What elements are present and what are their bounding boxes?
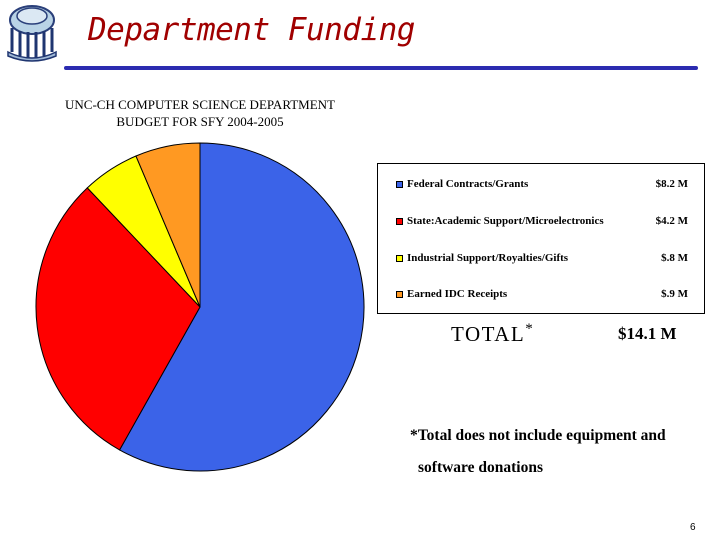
footnote-line-1: *Total does not include equipment and	[410, 427, 666, 444]
pie-slice-idc	[135, 142, 201, 308]
legend-swatch-state	[396, 218, 403, 225]
footnote: *Total does not include equipment and so…	[410, 420, 666, 484]
legend-value-idc: $.9 M	[661, 288, 688, 300]
legend-label-industrial: Industrial Support/Royalties/Gifts	[407, 252, 569, 264]
legend-value-state: $4.2 M	[655, 215, 688, 227]
chart-title-line-2: BUDGET FOR SFY 2004-2005	[116, 114, 284, 129]
footnote-line-2: software donations	[418, 459, 544, 476]
legend-label-state: State:Academic Support/Microelectronics	[407, 215, 604, 227]
slide-title: Department Funding	[88, 12, 415, 48]
legend-item-industrial: Industrial Support/Royalties/Gifts $.8 M	[396, 252, 688, 266]
legend-swatch-industrial	[396, 255, 403, 262]
title-divider	[64, 66, 698, 70]
legend-value-federal: $8.2 M	[655, 178, 688, 190]
old-well-logo-icon	[7, 5, 57, 62]
chart-title-line-1: UNC-CH COMPUTER SCIENCE DEPARTMENT	[65, 97, 335, 112]
legend-item-idc: Earned IDC Receipts $.9 M	[396, 288, 688, 302]
total-label-text: TOTAL	[451, 322, 526, 346]
legend-item-federal: Federal Contracts/Grants $8.2 M	[396, 178, 688, 192]
legend-swatch-federal	[396, 181, 403, 188]
chart-title: UNC-CH COMPUTER SCIENCE DEPARTMENT BUDGE…	[30, 96, 370, 130]
legend-item-state: State:Academic Support/Microelectronics …	[396, 215, 688, 229]
legend-label-idc: Earned IDC Receipts	[407, 288, 508, 300]
pie-slice-state	[35, 187, 201, 451]
legend-swatch-idc	[396, 291, 403, 298]
chart-legend: Federal Contracts/Grants $8.2 M State:Ac…	[377, 163, 705, 314]
total-value: $14.1 M	[618, 324, 677, 343]
page-number: 6	[690, 522, 696, 533]
legend-value-industrial: $.8 M	[661, 252, 688, 264]
pie-slice-federal	[118, 142, 365, 472]
legend-label-federal: Federal Contracts/Grants	[407, 178, 529, 190]
total-label: TOTAL*	[451, 321, 533, 347]
total-asterisk: *	[525, 321, 533, 337]
